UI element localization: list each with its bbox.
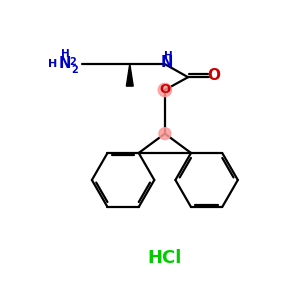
Text: H: H — [61, 49, 70, 59]
Text: 2: 2 — [69, 57, 76, 67]
Text: O: O — [208, 68, 221, 82]
Text: O: O — [159, 83, 170, 97]
Text: HCl: HCl — [148, 250, 182, 268]
Text: N: N — [160, 55, 173, 70]
Polygon shape — [126, 64, 133, 86]
Text: N: N — [58, 56, 70, 71]
Circle shape — [158, 83, 172, 97]
Text: H: H — [164, 51, 173, 62]
Circle shape — [159, 128, 171, 140]
Text: H: H — [48, 59, 57, 69]
Text: 2: 2 — [72, 65, 79, 75]
